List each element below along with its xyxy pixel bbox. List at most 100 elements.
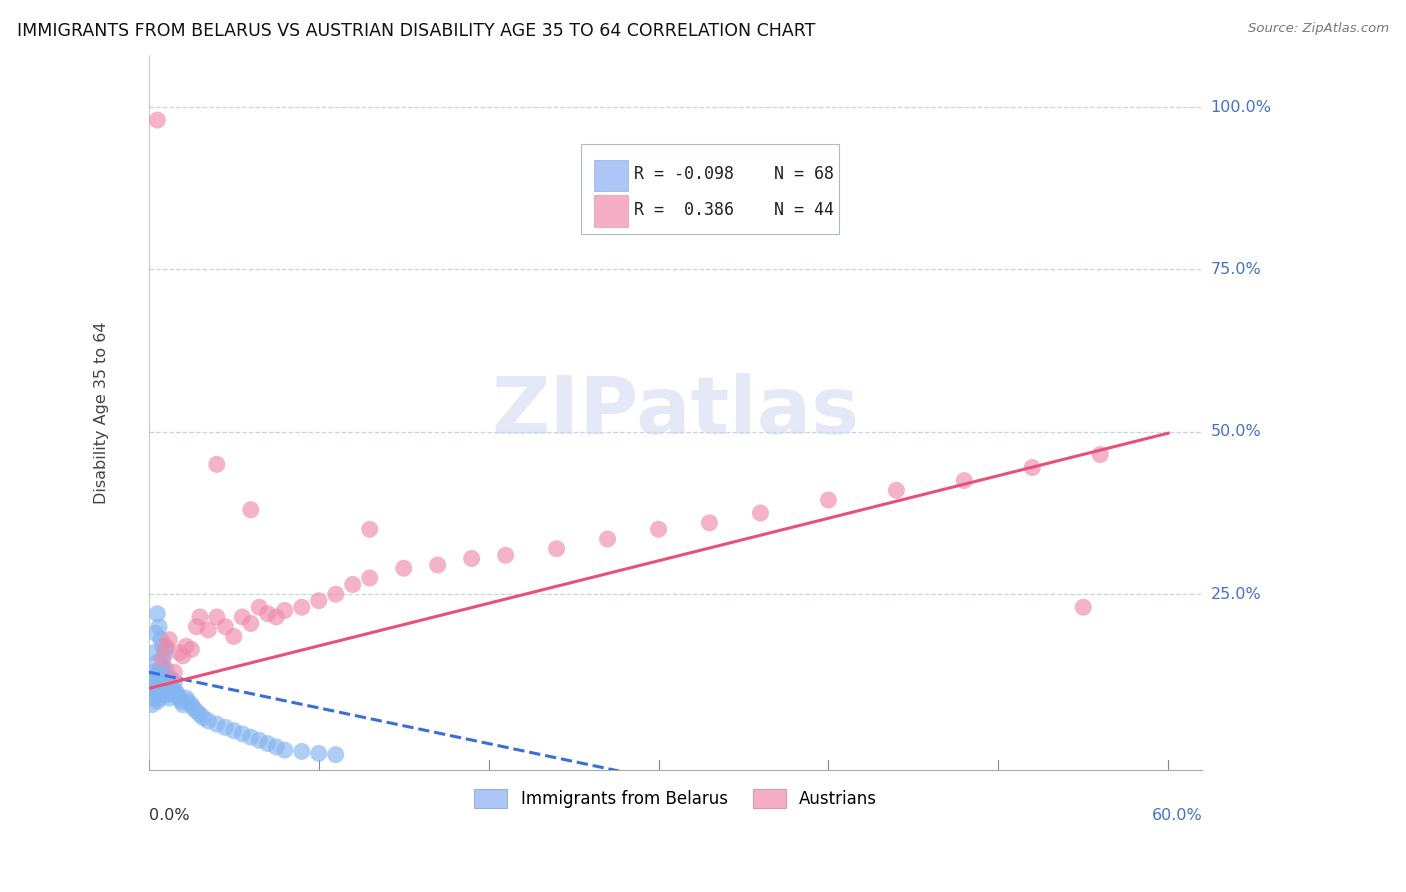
Point: [172, 648, 194, 663]
FancyBboxPatch shape: [595, 195, 628, 227]
Point: [274, 603, 297, 617]
Point: [160, 684, 183, 698]
Point: [169, 646, 191, 660]
Point: [214, 620, 236, 634]
Point: [247, 600, 270, 615]
Point: [342, 577, 364, 591]
Point: [146, 694, 169, 708]
Text: 25.0%: 25.0%: [1211, 587, 1261, 602]
Point: [166, 688, 188, 702]
Point: [222, 723, 245, 738]
Point: [188, 610, 211, 624]
Point: [157, 678, 180, 692]
Point: [264, 610, 287, 624]
Point: [169, 691, 191, 706]
Point: [231, 610, 253, 624]
Point: [749, 506, 772, 520]
Point: [141, 698, 163, 712]
Point: [886, 483, 908, 498]
Point: [155, 662, 177, 676]
Point: [596, 532, 619, 546]
Point: [214, 720, 236, 734]
Point: [146, 656, 169, 670]
Point: [148, 620, 170, 634]
Point: [186, 620, 208, 634]
Point: [197, 623, 219, 637]
Point: [165, 684, 187, 698]
Point: [141, 672, 163, 686]
Point: [156, 672, 179, 686]
Point: [359, 522, 381, 536]
Text: ZIPatlas: ZIPatlas: [491, 374, 859, 451]
Point: [291, 600, 314, 615]
Point: [256, 737, 278, 751]
Point: [205, 717, 228, 731]
Point: [264, 739, 287, 754]
Point: [148, 691, 170, 706]
Point: [193, 711, 215, 725]
Point: [162, 681, 184, 696]
Text: IMMIGRANTS FROM BELARUS VS AUSTRIAN DISABILITY AGE 35 TO 64 CORRELATION CHART: IMMIGRANTS FROM BELARUS VS AUSTRIAN DISA…: [17, 22, 815, 40]
Point: [152, 672, 174, 686]
Point: [152, 684, 174, 698]
Point: [953, 474, 976, 488]
Point: [148, 678, 170, 692]
Point: [172, 698, 194, 712]
Point: [291, 744, 314, 758]
Point: [188, 707, 211, 722]
Point: [157, 632, 180, 647]
Text: Disability Age 35 to 64: Disability Age 35 to 64: [94, 321, 110, 504]
Point: [239, 730, 262, 744]
Point: [149, 662, 172, 676]
Point: [163, 665, 186, 680]
Point: [149, 674, 172, 689]
Point: [170, 694, 193, 708]
Point: [163, 674, 186, 689]
Point: [155, 639, 177, 653]
Point: [1090, 448, 1112, 462]
Text: R =  0.386    N = 44: R = 0.386 N = 44: [634, 201, 834, 219]
Point: [143, 691, 166, 706]
Point: [163, 688, 186, 702]
Point: [1021, 460, 1043, 475]
Text: R = -0.098    N = 68: R = -0.098 N = 68: [634, 165, 834, 184]
Point: [222, 630, 245, 644]
Point: [157, 691, 180, 706]
Point: [146, 681, 169, 696]
Point: [156, 684, 179, 698]
Point: [155, 688, 177, 702]
Point: [177, 694, 200, 708]
Point: [647, 522, 669, 536]
Point: [143, 665, 166, 680]
Point: [197, 714, 219, 728]
Point: [256, 607, 278, 621]
Point: [546, 541, 568, 556]
Text: 75.0%: 75.0%: [1211, 262, 1261, 277]
FancyBboxPatch shape: [595, 160, 628, 192]
Point: [392, 561, 415, 575]
Point: [308, 747, 330, 761]
Point: [139, 684, 162, 698]
Point: [460, 551, 482, 566]
Point: [239, 616, 262, 631]
Point: [145, 626, 167, 640]
Text: 100.0%: 100.0%: [1211, 100, 1271, 114]
Point: [274, 743, 297, 757]
Point: [247, 733, 270, 747]
Point: [817, 493, 839, 508]
Legend: Immigrants from Belarus, Austrians: Immigrants from Belarus, Austrians: [467, 782, 884, 814]
Point: [174, 639, 197, 653]
Point: [231, 727, 253, 741]
Point: [145, 688, 167, 702]
Text: 60.0%: 60.0%: [1152, 808, 1202, 823]
Point: [155, 642, 177, 657]
Point: [205, 610, 228, 624]
Point: [149, 688, 172, 702]
Point: [152, 658, 174, 673]
Point: [149, 632, 172, 647]
Point: [174, 691, 197, 706]
Point: [180, 642, 202, 657]
Point: [152, 639, 174, 653]
Point: [143, 646, 166, 660]
Point: [153, 648, 176, 663]
